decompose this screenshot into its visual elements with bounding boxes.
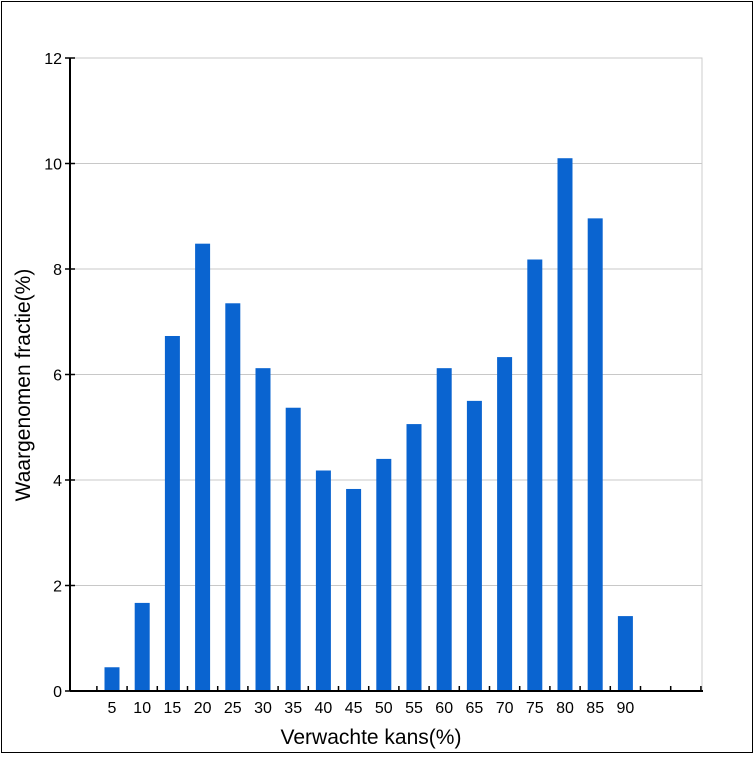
bar-15 [164,335,180,691]
x-tick-label: 25 [224,700,242,717]
x-tick-label: 20 [194,700,212,717]
y-tick-label: 0 [53,684,62,701]
bar-75 [527,259,543,691]
y-tick-label: 10 [44,157,62,174]
x-tick-label: 55 [405,700,423,717]
bar-60 [436,368,452,691]
x-tick-label: 10 [133,700,151,717]
x-tick-label: 40 [315,700,333,717]
bar-40 [315,470,331,691]
x-tick-label: 75 [526,700,544,717]
bar-50 [376,458,392,691]
bar-80 [557,158,573,692]
x-tick-label: 50 [375,700,393,717]
x-axis-title: Verwachte kans(%) [281,726,462,749]
y-tick-label: 2 [53,579,62,596]
bar-10 [134,602,150,691]
x-tick-label: 5 [108,700,117,717]
bar-5 [104,667,120,691]
y-axis-title: Waargenomen fractie(%) [12,269,35,502]
y-tick-label: 12 [44,51,62,68]
x-tick-label: 85 [586,700,604,717]
x-tick-label: 70 [496,700,514,717]
axes [65,57,703,692]
bar-85 [587,218,603,692]
x-tick-labels: 5 10 15 20 25 30 35 40 45 50 55 60 65 70 75 80 85 90 [108,700,635,717]
bar-70 [497,357,513,691]
bar-45 [346,488,362,691]
x-tick-label: 80 [556,700,574,717]
x-tick-label: 60 [435,700,453,717]
y-tick-labels: 0 2 4 6 8 10 12 [44,51,62,701]
x-tick-label: 35 [284,700,302,717]
bar-25 [225,303,241,691]
bar-90 [617,616,633,691]
bar-20 [195,243,211,691]
bar-30 [255,368,271,691]
bars [104,158,633,692]
x-tick-label: 15 [164,700,182,717]
bar-65 [466,400,482,691]
x-tick-label: 90 [617,700,635,717]
x-tick-label: 45 [345,700,363,717]
x-tick-label: 30 [254,700,272,717]
bar-35 [285,407,301,691]
y-tick-label: 6 [53,368,62,385]
y-tick-label: 4 [53,473,62,490]
bar-55 [406,424,422,691]
x-tick-label: 65 [466,700,484,717]
y-tick-label: 8 [53,262,62,279]
